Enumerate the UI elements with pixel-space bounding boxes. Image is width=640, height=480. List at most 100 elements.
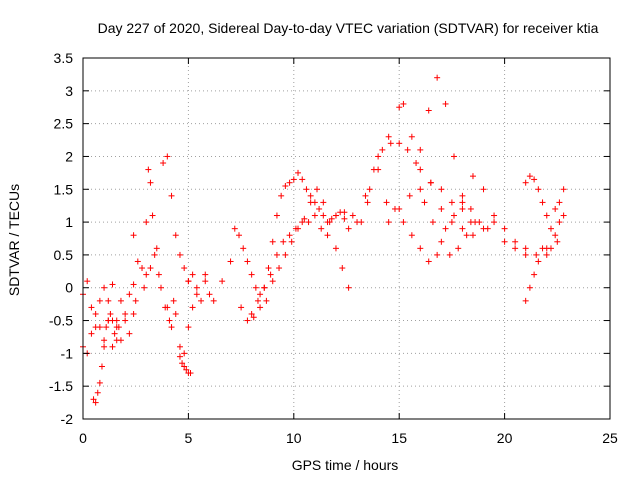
data-point-track-c: [90, 396, 97, 403]
data-point-track-a: [126, 291, 133, 298]
data-point-track-h: [231, 225, 238, 232]
data-point-track-h: [320, 212, 327, 219]
data-point-track-b: [130, 310, 137, 317]
data-point-track-n: [501, 238, 508, 245]
data-point-track-c: [109, 317, 116, 324]
data-point-track-l: [429, 219, 436, 226]
data-point-track-j: [292, 225, 299, 232]
data-point-track-h: [202, 271, 209, 278]
data-point-track-n: [459, 205, 466, 212]
data-point-track-o: [417, 166, 424, 173]
data-point-track-k: [442, 225, 449, 232]
data-point-track-l: [446, 251, 453, 258]
data-point-track-j: [286, 232, 293, 239]
data-point-track-h: [299, 176, 306, 183]
data-point-track-m: [396, 104, 403, 111]
data-point-track-h: [257, 291, 264, 298]
data-point-track-p: [531, 176, 538, 183]
data-point-track-k: [417, 245, 424, 252]
data-point-track-f: [168, 324, 175, 331]
data-point-track-h: [290, 176, 297, 183]
data-point-track-g: [176, 353, 183, 360]
data-point-track-a: [122, 310, 129, 317]
data-point-track-k: [383, 199, 390, 206]
data-point-track-h: [248, 271, 255, 278]
data-point-track-o: [522, 245, 529, 252]
data-point-track-n: [417, 186, 424, 193]
data-point-track-q: [556, 219, 563, 226]
data-point-track-n: [480, 186, 487, 193]
data-point-track-d: [134, 258, 141, 265]
data-point-track-q: [539, 245, 546, 252]
y-tick-label: 2: [65, 148, 73, 164]
data-point-track-f: [181, 350, 188, 357]
grid-lines: [83, 58, 610, 419]
data-point-track-i: [332, 245, 339, 252]
data-point-track-k: [341, 209, 348, 216]
data-point-track-b: [109, 343, 116, 350]
data-point-track-h: [278, 192, 285, 199]
data-point-track-a: [96, 297, 103, 304]
data-point-track-h: [227, 258, 234, 265]
data-point-track-m: [417, 146, 424, 153]
data-point-track-j: [261, 284, 268, 291]
data-point-track-l: [455, 245, 462, 252]
data-point-track-k: [425, 258, 432, 265]
data-point-track-h: [210, 297, 217, 304]
data-point-track-j: [305, 219, 312, 226]
data-point-track-q: [543, 251, 550, 258]
data-point-track-l: [396, 140, 403, 147]
data-point-track-d: [170, 297, 177, 304]
data-point-track-d: [147, 179, 154, 186]
data-point-track-g: [181, 363, 188, 370]
data-point-track-k: [459, 199, 466, 206]
data-point-track-n: [512, 245, 519, 252]
data-point-track-i: [269, 278, 276, 285]
y-tick-label: -1.5: [49, 378, 73, 394]
data-point-track-k: [467, 205, 474, 212]
data-point-track-f: [189, 304, 196, 311]
y-tick-label: -2: [61, 411, 74, 427]
data-point-track-i: [263, 297, 270, 304]
y-tick-label: -0.5: [49, 313, 73, 329]
data-point-track-g: [183, 366, 190, 373]
data-point-track-p: [560, 186, 567, 193]
data-point-track-c: [113, 337, 120, 344]
data-point-track-l: [463, 232, 470, 239]
data-point-track-p: [535, 186, 542, 193]
data-point-track-i: [250, 314, 257, 321]
x-tick-label: 10: [286, 430, 302, 446]
data-point-track-l: [421, 199, 428, 206]
data-point-track-j: [318, 225, 325, 232]
data-point-track-e: [160, 160, 167, 167]
data-point-track-e: [172, 232, 179, 239]
data-point-track-b: [96, 324, 103, 331]
data-point-track-b: [92, 310, 99, 317]
data-point-track-h: [345, 225, 352, 232]
data-point-track-e: [147, 265, 154, 272]
data-point-track-h: [307, 192, 314, 199]
data-point-track-m: [434, 74, 441, 81]
data-point-track-h: [265, 265, 272, 272]
data-point-track-g: [179, 360, 186, 367]
data-point-track-j: [311, 212, 318, 219]
x-axis-label: GPS time / hours: [292, 457, 399, 473]
data-point-track-o: [512, 238, 519, 245]
data-point-track-h: [295, 169, 302, 176]
data-point-track-c: [111, 330, 118, 337]
data-point-track-a: [132, 297, 139, 304]
data-point-track-q: [560, 212, 567, 219]
data-point-track-o: [438, 205, 445, 212]
y-tick-label: 2.5: [54, 116, 74, 132]
data-point-track-d: [145, 166, 152, 173]
data-point-track-a: [84, 278, 91, 285]
data-point-track-o: [501, 225, 508, 232]
data-point-track-m: [442, 100, 449, 107]
data-point-track-g: [187, 370, 194, 377]
data-point-track-k: [400, 219, 407, 226]
data-point-track-f: [185, 324, 192, 331]
x-tick-label: 0: [79, 430, 87, 446]
data-point-track-n: [406, 192, 413, 199]
data-point-track-q: [535, 258, 542, 265]
data-point-track-d: [166, 317, 173, 324]
